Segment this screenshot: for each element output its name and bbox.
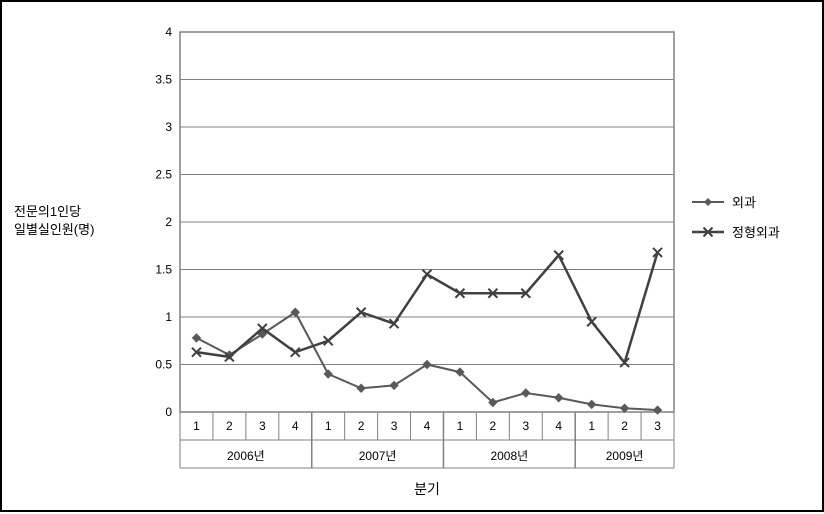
svg-text:정형외과: 정형외과 <box>732 225 780 240</box>
svg-text:3.5: 3.5 <box>155 73 172 87</box>
svg-text:1: 1 <box>193 419 200 433</box>
svg-text:분기: 분기 <box>414 481 440 497</box>
svg-text:1: 1 <box>325 419 332 433</box>
svg-text:2: 2 <box>621 419 628 433</box>
svg-text:3: 3 <box>165 120 172 134</box>
svg-text:3: 3 <box>391 419 398 433</box>
svg-text:2: 2 <box>165 215 172 229</box>
svg-text:2009년: 2009년 <box>606 449 644 463</box>
svg-text:2.5: 2.5 <box>155 168 172 182</box>
svg-text:2006년: 2006년 <box>227 449 265 463</box>
svg-text:0.5: 0.5 <box>155 358 172 372</box>
svg-text:3: 3 <box>654 419 661 433</box>
svg-text:일별실인원(명): 일별실인원(명) <box>14 222 94 237</box>
svg-text:2: 2 <box>490 419 497 433</box>
svg-text:3: 3 <box>259 419 266 433</box>
svg-text:1: 1 <box>457 419 464 433</box>
svg-text:전문의1인당: 전문의1인당 <box>14 204 81 219</box>
svg-text:2: 2 <box>226 419 233 433</box>
svg-text:외과: 외과 <box>732 195 756 210</box>
svg-text:1: 1 <box>588 419 595 433</box>
svg-text:2008년: 2008년 <box>490 449 528 463</box>
svg-text:4: 4 <box>165 25 172 39</box>
svg-text:1: 1 <box>165 310 172 324</box>
line-chart: 0 0.5 1 1.5 2 2.5 3 3.5 4 1 2 3 4 1 2 3 4 1 2 3 4 1 2 3 2006년 200… <box>2 2 824 514</box>
svg-text:4: 4 <box>424 419 431 433</box>
svg-text:1.5: 1.5 <box>155 263 172 277</box>
chart-container: 0 0.5 1 1.5 2 2.5 3 3.5 4 1 2 3 4 1 2 3 4 1 2 3 4 1 2 3 2006년 200… <box>0 0 824 512</box>
svg-text:4: 4 <box>555 419 562 433</box>
svg-text:0: 0 <box>165 405 172 419</box>
svg-text:3: 3 <box>522 419 529 433</box>
svg-text:4: 4 <box>292 419 299 433</box>
svg-text:2007년: 2007년 <box>359 449 397 463</box>
svg-text:2: 2 <box>358 419 365 433</box>
